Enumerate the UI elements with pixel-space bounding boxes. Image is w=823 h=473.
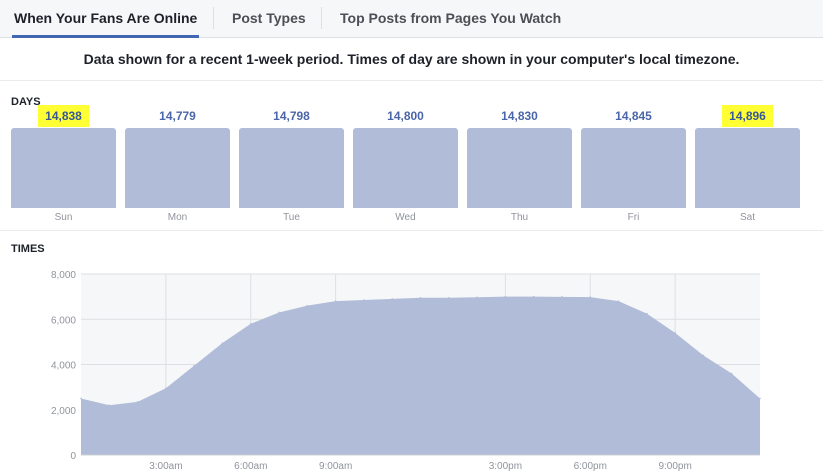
fans-online-point [561, 296, 563, 298]
day-bar [581, 128, 686, 208]
day-name-label: Tue [283, 212, 300, 223]
day-column[interactable]: 14,845 Fri [581, 105, 686, 225]
divider [0, 230, 823, 231]
x-tick-label: 6:00pm [574, 461, 607, 472]
day-column[interactable]: 14,896 Sat [695, 105, 800, 225]
day-name-label: Thu [510, 212, 529, 223]
day-column[interactable]: 14,779 Mon [125, 105, 230, 225]
fans-online-point [136, 401, 139, 403]
fans-online-point [306, 304, 309, 307]
tab-separator [321, 7, 322, 29]
fans-online-point [674, 332, 676, 334]
day-column[interactable]: 14,830 Thu [467, 105, 572, 225]
fans-online-point [165, 387, 167, 390]
tab-top-posts-pages-watch[interactable]: Top Posts from Pages You Watch [340, 10, 562, 26]
fans-online-point [702, 354, 705, 357]
fans-online-point [589, 296, 592, 298]
tab-post-types[interactable]: Post Types [232, 10, 306, 26]
day-bar [695, 128, 800, 208]
fans-online-point [334, 300, 337, 302]
day-bar [353, 128, 458, 208]
day-bar [239, 128, 344, 208]
y-tick-label: 2,000 [51, 406, 76, 417]
day-value-label: 14,800 [387, 109, 424, 123]
fans-online-point [419, 296, 422, 299]
x-tick-label: 9:00pm [658, 461, 691, 472]
day-value-label: 14,779 [159, 109, 196, 123]
times-section-label: TIMES [11, 243, 45, 255]
fans-online-point [504, 295, 507, 298]
x-tick-label: 6:00am [234, 461, 267, 472]
day-value-label: 14,798 [273, 109, 310, 123]
day-value-label: 14,830 [501, 109, 538, 123]
fans-online-point [278, 311, 280, 314]
plot-background [81, 274, 760, 455]
day-bar [125, 128, 230, 208]
fans-online-point [80, 397, 82, 400]
fans-online-point [391, 298, 394, 300]
fans-online-point [249, 322, 252, 325]
day-column[interactable]: 14,838 Sun [11, 105, 116, 225]
x-tick-label: 9:00am [319, 461, 352, 472]
tab-when-fans-online[interactable]: When Your Fans Are Online [11, 0, 200, 38]
day-name-label: Sun [54, 212, 73, 223]
day-bar [11, 128, 116, 208]
tab-bar: When Your Fans Are Online Post Types Top… [0, 0, 823, 38]
fans-online-point [363, 299, 365, 301]
fans-online-point [532, 295, 535, 298]
fans-online-point [447, 296, 450, 299]
tab-separator [213, 7, 214, 29]
day-value-label: 14,896 [722, 105, 773, 127]
fans-online-area [81, 296, 760, 455]
day-column[interactable]: 14,800 Wed [353, 105, 458, 225]
fans-online-point [646, 312, 648, 315]
fans-online-point [108, 404, 111, 407]
fans-online-point [221, 342, 224, 344]
x-tick-label: 3:00am [149, 461, 182, 472]
divider [0, 80, 823, 81]
fans-online-point [617, 300, 620, 302]
y-tick-label: 6,000 [51, 315, 76, 326]
fans-online-point [730, 372, 733, 375]
y-tick-label: 8,000 [51, 270, 76, 281]
day-bar [467, 128, 572, 208]
day-name-label: Wed [395, 212, 416, 223]
day-value-label: 14,845 [615, 109, 652, 123]
day-column[interactable]: 14,798 Tue [239, 105, 344, 225]
day-value-label: 14,838 [38, 105, 89, 127]
x-tick-label: 3:00pm [489, 461, 522, 472]
day-name-label: Mon [167, 212, 188, 223]
y-tick-label: 4,000 [51, 361, 76, 372]
fans-online-point [759, 397, 761, 400]
y-tick-label: 0 [70, 451, 76, 462]
day-name-label: Fri [627, 212, 640, 223]
timezone-notice: Data shown for a recent 1-week period. T… [83, 51, 740, 67]
day-name-label: Sat [739, 212, 755, 223]
days-section-label: DAYS [11, 96, 41, 108]
fans-online-point [193, 364, 195, 367]
fans-online-point [476, 296, 478, 299]
